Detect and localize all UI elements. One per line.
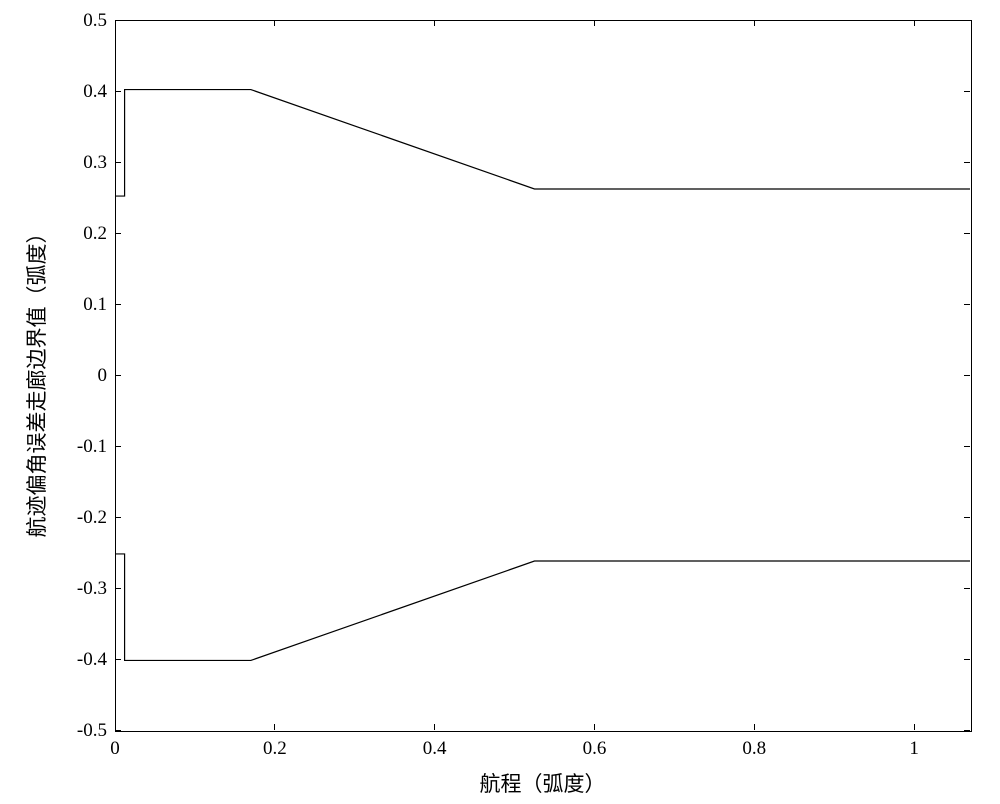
x-tick-top (754, 20, 755, 26)
x-tick (594, 724, 595, 730)
y-tick-right (964, 162, 970, 163)
y-tick-label: -0.4 (77, 649, 107, 671)
y-tick-right (964, 304, 970, 305)
y-tick (115, 91, 121, 92)
y-axis-label: 航迹偏角误差走廊边界值（弧度） (21, 210, 51, 550)
y-tick-right (964, 91, 970, 92)
y-tick (115, 517, 121, 518)
x-tick (434, 724, 435, 730)
y-tick-right (964, 446, 970, 447)
y-tick (115, 233, 121, 234)
y-tick (115, 304, 121, 305)
x-tick-top (115, 20, 116, 26)
x-tick (914, 724, 915, 730)
y-tick-right (964, 517, 970, 518)
y-tick (115, 20, 121, 21)
x-tick (115, 724, 116, 730)
y-tick (115, 588, 121, 589)
y-tick-label: 0.1 (83, 294, 107, 316)
y-tick (115, 730, 121, 731)
y-tick-label: 0.3 (83, 152, 107, 174)
y-tick-label: 0.5 (83, 10, 107, 32)
y-tick (115, 446, 121, 447)
x-tick-top (594, 20, 595, 26)
plot-area (115, 20, 972, 732)
x-tick-label: 1 (884, 738, 944, 760)
y-tick-right (964, 730, 970, 731)
x-tick-top (434, 20, 435, 26)
y-tick (115, 162, 121, 163)
chart-container: 航迹偏角误差走廊边界值（弧度） 航程（弧度） -0.5-0.4-0.3-0.2-… (0, 0, 1000, 804)
x-tick (754, 724, 755, 730)
y-tick (115, 659, 121, 660)
y-tick-right (964, 659, 970, 660)
y-tick-right (964, 233, 970, 234)
x-tick-label: 0.4 (405, 738, 465, 760)
y-tick-label: -0.1 (77, 436, 107, 458)
x-tick (274, 724, 275, 730)
y-tick-label: 0 (98, 365, 108, 387)
x-tick-label: 0 (85, 738, 145, 760)
x-tick-top (914, 20, 915, 26)
y-tick (115, 375, 121, 376)
x-tick-label: 0.8 (724, 738, 784, 760)
y-tick-right (964, 588, 970, 589)
x-tick-label: 0.6 (564, 738, 624, 760)
y-tick-label: -0.3 (77, 578, 107, 600)
y-tick-right (964, 375, 970, 376)
y-tick-right (964, 20, 970, 21)
y-tick-label: -0.2 (77, 507, 107, 529)
x-axis-label: 航程（弧度） (443, 768, 643, 798)
x-tick-top (274, 20, 275, 26)
y-tick-label: 0.4 (83, 81, 107, 103)
y-tick-label: 0.2 (83, 223, 107, 245)
x-tick-label: 0.2 (245, 738, 305, 760)
